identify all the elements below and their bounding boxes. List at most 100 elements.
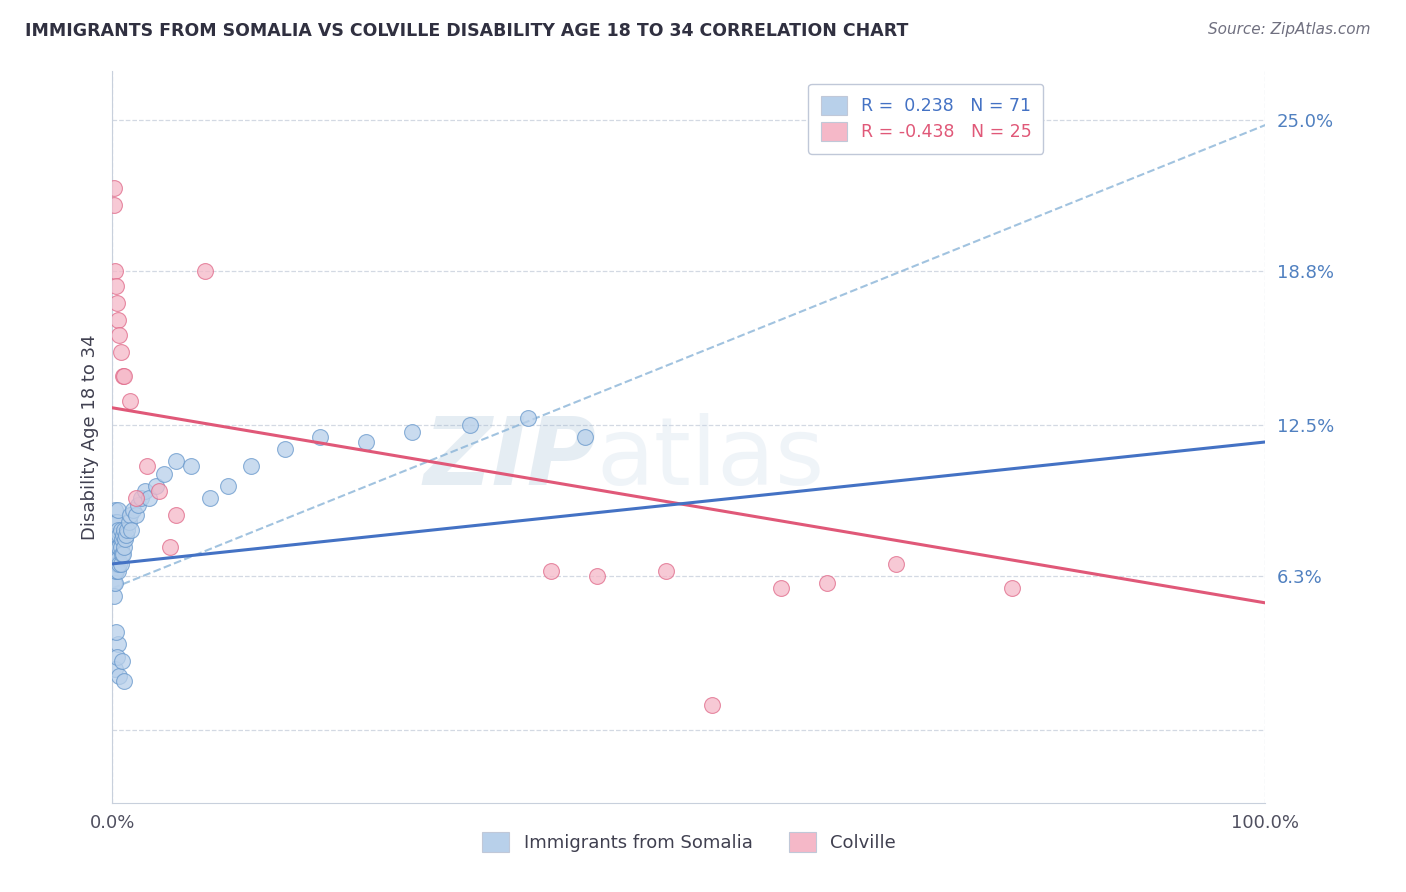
Point [108, 540, 131, 554]
Point [112, 673, 135, 688]
Point [107, 564, 129, 578]
Legend: Immigrants from Somalia, Colville: Immigrants from Somalia, Colville [475, 825, 903, 860]
Point [105, 649, 128, 664]
Text: ZIP: ZIP [423, 413, 596, 505]
Point [108, 669, 131, 683]
Point [111, 654, 134, 668]
Point [110, 557, 132, 571]
Point [105, 547, 128, 561]
Point [103, 564, 125, 578]
Point [107, 313, 129, 327]
Point [105, 516, 128, 530]
Point [103, 540, 125, 554]
Point [117, 523, 139, 537]
Point [104, 540, 127, 554]
Point [129, 491, 153, 505]
Point [815, 576, 838, 591]
Point [401, 425, 423, 440]
Point [104, 552, 127, 566]
Point [103, 576, 125, 591]
Point [104, 564, 127, 578]
Point [104, 527, 127, 541]
Point [104, 516, 127, 530]
Point [217, 479, 239, 493]
Point [118, 393, 141, 408]
Point [886, 557, 908, 571]
Point [700, 698, 723, 713]
Point [105, 557, 128, 571]
Point [103, 198, 125, 212]
Point [148, 483, 170, 498]
Point [108, 327, 131, 342]
Point [165, 508, 187, 522]
Point [104, 552, 127, 566]
Point [112, 540, 135, 554]
Point [200, 491, 222, 505]
Point [655, 564, 678, 578]
Point [107, 552, 129, 566]
Point [159, 540, 181, 554]
Point [112, 523, 135, 537]
Point [104, 527, 127, 541]
Point [105, 527, 128, 541]
Point [110, 540, 132, 554]
Point [104, 564, 127, 578]
Point [110, 523, 132, 537]
Point [104, 662, 127, 676]
Point [107, 637, 129, 651]
Point [103, 552, 125, 566]
Point [770, 581, 793, 595]
Point [153, 467, 176, 481]
Point [120, 523, 142, 537]
Point [111, 527, 134, 541]
Point [107, 540, 129, 554]
Point [134, 483, 156, 498]
Point [104, 503, 127, 517]
Point [105, 296, 128, 310]
Point [104, 264, 127, 278]
Point [103, 589, 125, 603]
Point [180, 459, 202, 474]
Point [112, 369, 135, 384]
Point [124, 508, 146, 522]
Point [108, 527, 131, 541]
Point [124, 491, 146, 505]
Y-axis label: Disability Age 18 to 34: Disability Age 18 to 34 [80, 334, 98, 540]
Point [111, 547, 134, 561]
Point [117, 516, 139, 530]
Point [104, 540, 127, 554]
Point [110, 344, 132, 359]
Text: Source: ZipAtlas.com: Source: ZipAtlas.com [1208, 22, 1371, 37]
Point [194, 264, 217, 278]
Point [239, 459, 262, 474]
Point [107, 523, 129, 537]
Point [309, 430, 332, 444]
Text: atlas: atlas [596, 413, 825, 505]
Point [104, 576, 127, 591]
Point [103, 516, 125, 530]
Point [574, 430, 596, 444]
Point [585, 569, 607, 583]
Point [145, 479, 167, 493]
Point [516, 410, 538, 425]
Point [274, 442, 297, 457]
Point [165, 454, 187, 468]
Point [354, 434, 377, 449]
Point [138, 491, 160, 505]
Point [104, 625, 127, 640]
Point [114, 533, 136, 547]
Text: IMMIGRANTS FROM SOMALIA VS COLVILLE DISABILITY AGE 18 TO 34 CORRELATION CHART: IMMIGRANTS FROM SOMALIA VS COLVILLE DISA… [25, 22, 908, 40]
Point [118, 508, 141, 522]
Point [111, 547, 134, 561]
Point [127, 499, 149, 513]
Point [111, 369, 134, 384]
Point [540, 564, 562, 578]
Point [458, 417, 481, 432]
Point [115, 527, 138, 541]
Point [108, 557, 131, 571]
Point [103, 181, 125, 195]
Point [122, 503, 145, 517]
Point [104, 279, 127, 293]
Point [107, 503, 129, 517]
Point [1001, 581, 1024, 595]
